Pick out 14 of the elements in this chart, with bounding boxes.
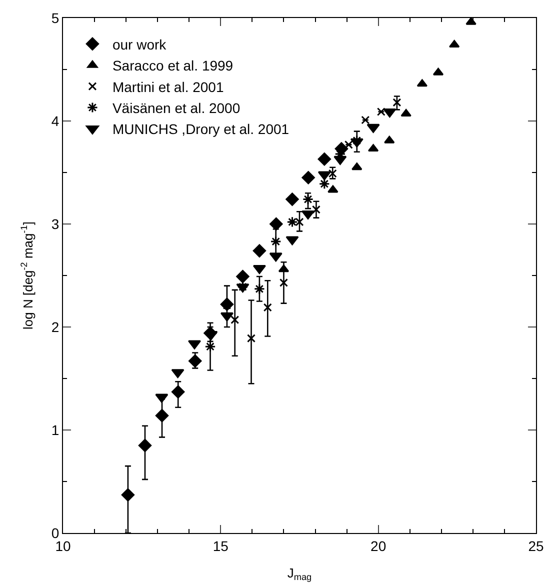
y-tick-label: 4 [51, 112, 60, 129]
legend-label: Saracco et al. 1999 [112, 58, 234, 74]
y-tick-label: 5 [51, 10, 60, 26]
x-tick-label: 15 [212, 538, 229, 554]
y-tick-label: 3 [51, 216, 60, 232]
y-tick-label: 1 [51, 422, 60, 438]
legend-label: Martini et al. 2001 [112, 78, 224, 95]
x-tick-label: 20 [370, 538, 386, 554]
y-tick-label: 2 [51, 318, 60, 335]
x-tick-label: 25 [528, 538, 544, 554]
legend-label: our work [112, 36, 168, 52]
legend-label: Väisänen et al. 2000 [112, 100, 240, 116]
legend-label: MUNICHS ,Drory et al. 2001 [112, 121, 290, 138]
x-axis-title: J$_{mag}$ [287, 565, 312, 582]
